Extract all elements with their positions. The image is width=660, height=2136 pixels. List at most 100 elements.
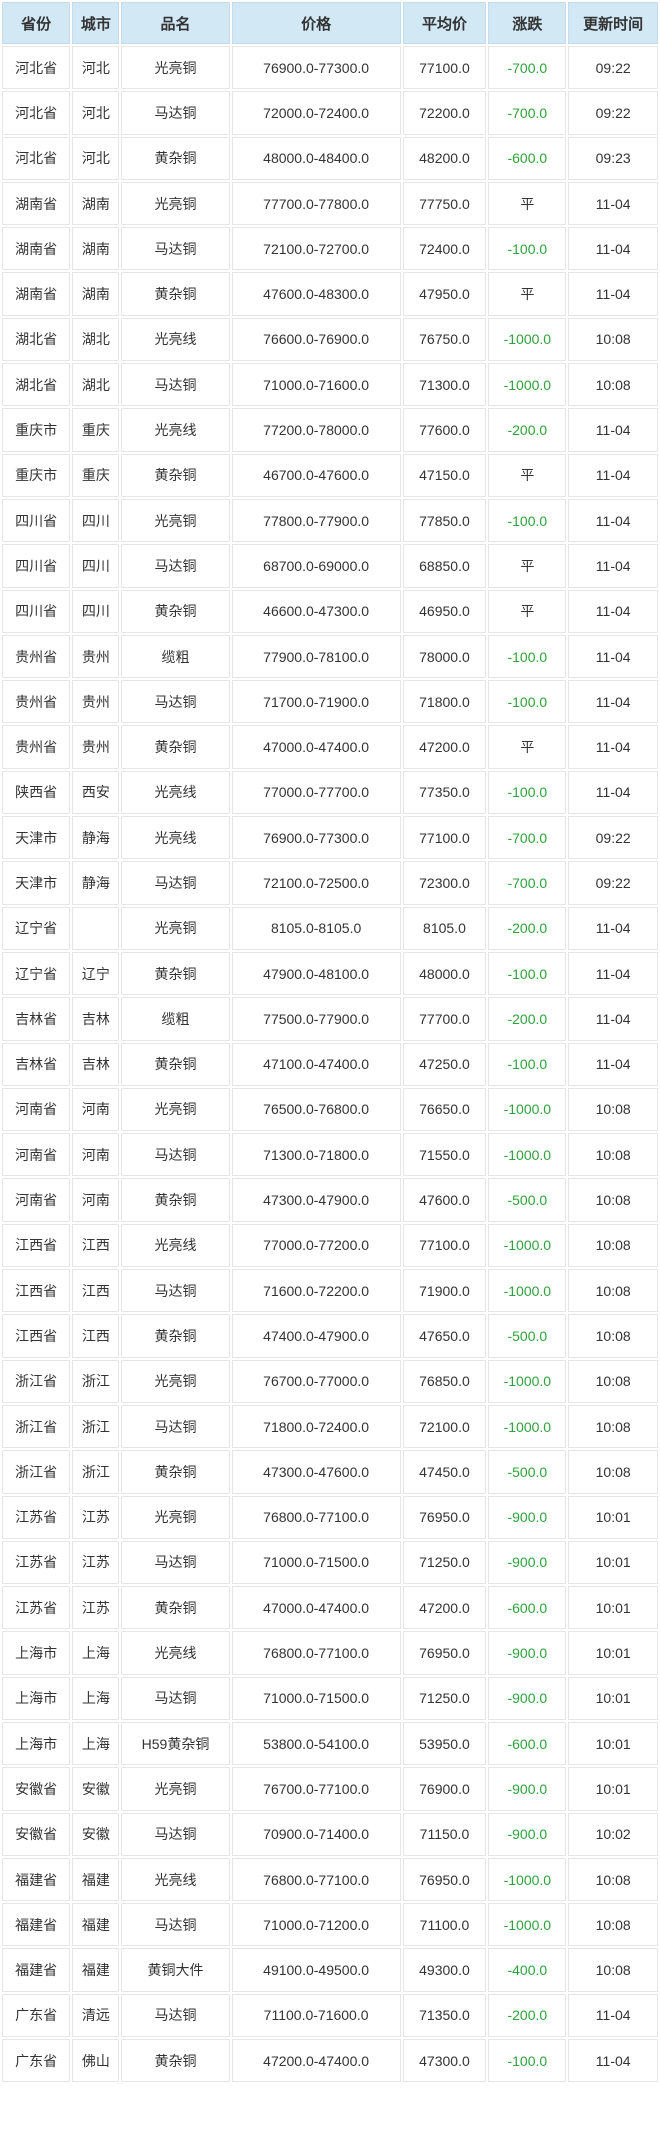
cell-time: 10:08 (568, 1948, 658, 1992)
cell-change: -900.0 (488, 1812, 567, 1856)
cell-province: 江苏省 (2, 1540, 71, 1585)
cell-change: -100.0 (488, 1042, 567, 1086)
cell-city: 江西 (72, 1314, 120, 1358)
cell-product: 黄杂铜 (121, 1042, 230, 1086)
cell-change: -500.0 (488, 1178, 567, 1222)
cell-change: 平 (488, 544, 567, 588)
cell-city: 清远 (72, 1993, 120, 2038)
cell-time: 10:08 (568, 317, 658, 362)
table-row: 广东省 清远 马达铜 71100.0-71600.0 71350.0 -200.0 11-0… (2, 1993, 658, 2038)
cell-time: 11-04 (568, 725, 658, 769)
cell-province: 浙江省 (2, 1359, 71, 1403)
cell-change: -1000.0 (488, 1857, 567, 1902)
cell-city: 河南 (72, 1087, 120, 1132)
cell-change: 平 (488, 453, 567, 497)
cell-product: 黄杂铜 (121, 453, 230, 497)
cell-province: 河北省 (2, 46, 71, 90)
cell-city: 静海 (72, 861, 120, 905)
cell-change: -1000.0 (488, 317, 567, 362)
cell-price: 47600.0-48300.0 (231, 272, 401, 316)
cell-province: 河南省 (2, 1178, 71, 1222)
cell-product: 马达铜 (121, 861, 230, 905)
table-row: 上海市 上海 光亮线 76800.0-77100.0 76950.0 -900.0 10:0… (2, 1631, 658, 1675)
cell-product: 马达铜 (121, 1269, 230, 1313)
cell-time: 10:01 (568, 1676, 658, 1720)
cell-product: 光亮铜 (121, 1087, 230, 1132)
table-row: 吉林省 吉林 黄杂铜 47100.0-47400.0 47250.0 -100.0 11-0… (2, 1042, 658, 1086)
column-header-change: 涨跌 (488, 2, 567, 44)
cell-province: 吉林省 (2, 997, 71, 1041)
cell-province: 江西省 (2, 1223, 71, 1268)
cell-city: 四川 (72, 544, 120, 588)
table-row: 重庆市 重庆 光亮线 77200.0-78000.0 77600.0 -200.0 11-0… (2, 408, 658, 452)
cell-product: 光亮线 (121, 1223, 230, 1268)
table-row: 天津市 静海 光亮线 76900.0-77300.0 77100.0 -700.0 09:2… (2, 816, 658, 860)
cell-price: 71300.0-71800.0 (231, 1133, 401, 1177)
cell-avg: 76900.0 (402, 1767, 487, 1811)
cell-time: 10:08 (568, 1269, 658, 1313)
cell-price: 72100.0-72700.0 (231, 227, 401, 271)
cell-product: 黄杂铜 (121, 272, 230, 316)
cell-product: 黄杂铜 (121, 2039, 230, 2083)
cell-change: -1000.0 (488, 1903, 567, 1947)
column-header-province: 省份 (2, 2, 71, 44)
cell-time: 10:08 (568, 1087, 658, 1132)
table-row: 江西省 江西 马达铜 71600.0-72200.0 71900.0 -1000.0 10:… (2, 1269, 658, 1313)
cell-price: 71600.0-72200.0 (231, 1269, 401, 1313)
cell-change: -900.0 (488, 1495, 567, 1539)
cell-city: 上海 (72, 1721, 120, 1766)
cell-price: 70900.0-71400.0 (231, 1812, 401, 1856)
cell-province: 贵州省 (2, 634, 71, 679)
cell-change: -100.0 (488, 951, 567, 996)
cell-avg: 47200.0 (402, 1586, 487, 1630)
column-header-price: 价格 (231, 2, 401, 44)
cell-avg: 77350.0 (402, 770, 487, 815)
cell-change: -400.0 (488, 1948, 567, 1992)
cell-avg: 47200.0 (402, 725, 487, 769)
cell-city: 河北 (72, 91, 120, 135)
cell-city: 湖北 (72, 363, 120, 407)
cell-province: 安徽省 (2, 1812, 71, 1856)
cell-price: 76800.0-77100.0 (231, 1495, 401, 1539)
cell-price: 77500.0-77900.0 (231, 997, 401, 1041)
cell-city: 福建 (72, 1857, 120, 1902)
cell-province: 湖北省 (2, 317, 71, 362)
copper-price-table-container: 省份 城市 品名 价格 平均价 涨跌 更新时间 河北省 河北 光亮铜 76900.0-77300.… (0, 0, 660, 2085)
cell-avg: 48200.0 (402, 136, 487, 180)
cell-price: 47900.0-48100.0 (231, 951, 401, 996)
cell-product: 马达铜 (121, 1540, 230, 1585)
cell-province: 河北省 (2, 91, 71, 135)
cell-change: -200.0 (488, 906, 567, 950)
cell-city: 江西 (72, 1223, 120, 1268)
column-header-product: 品名 (121, 2, 230, 44)
cell-city: 静海 (72, 816, 120, 860)
cell-province: 四川省 (2, 544, 71, 588)
cell-product: 光亮铜 (121, 46, 230, 90)
cell-price: 71800.0-72400.0 (231, 1404, 401, 1449)
table-row: 辽宁省 辽宁 黄杂铜 47900.0-48100.0 48000.0 -100.0 11-0… (2, 951, 658, 996)
cell-province: 江苏省 (2, 1586, 71, 1630)
table-row: 河南省 河南 黄杂铜 47300.0-47900.0 47600.0 -500.0 10:0… (2, 1178, 658, 1222)
cell-time: 09:22 (568, 816, 658, 860)
cell-time: 09:22 (568, 46, 658, 90)
cell-province: 福建省 (2, 1857, 71, 1902)
cell-change: -1000.0 (488, 1359, 567, 1403)
cell-product: H59黄杂铜 (121, 1721, 230, 1766)
cell-time: 11-04 (568, 498, 658, 543)
cell-time: 11-04 (568, 997, 658, 1041)
cell-province: 江西省 (2, 1314, 71, 1358)
cell-change: -1000.0 (488, 1269, 567, 1313)
cell-city: 江西 (72, 1269, 120, 1313)
cell-avg: 46950.0 (402, 589, 487, 633)
cell-price: 72100.0-72500.0 (231, 861, 401, 905)
cell-avg: 76650.0 (402, 1087, 487, 1132)
table-header-row: 省份 城市 品名 价格 平均价 涨跌 更新时间 (2, 2, 658, 44)
cell-price: 47300.0-47900.0 (231, 1178, 401, 1222)
cell-time: 10:08 (568, 1450, 658, 1494)
cell-product: 黄杂铜 (121, 725, 230, 769)
cell-province: 上海市 (2, 1676, 71, 1720)
cell-city: 河北 (72, 46, 120, 90)
cell-change: -1000.0 (488, 1404, 567, 1449)
cell-province: 广东省 (2, 1993, 71, 2038)
cell-province: 福建省 (2, 1948, 71, 1992)
